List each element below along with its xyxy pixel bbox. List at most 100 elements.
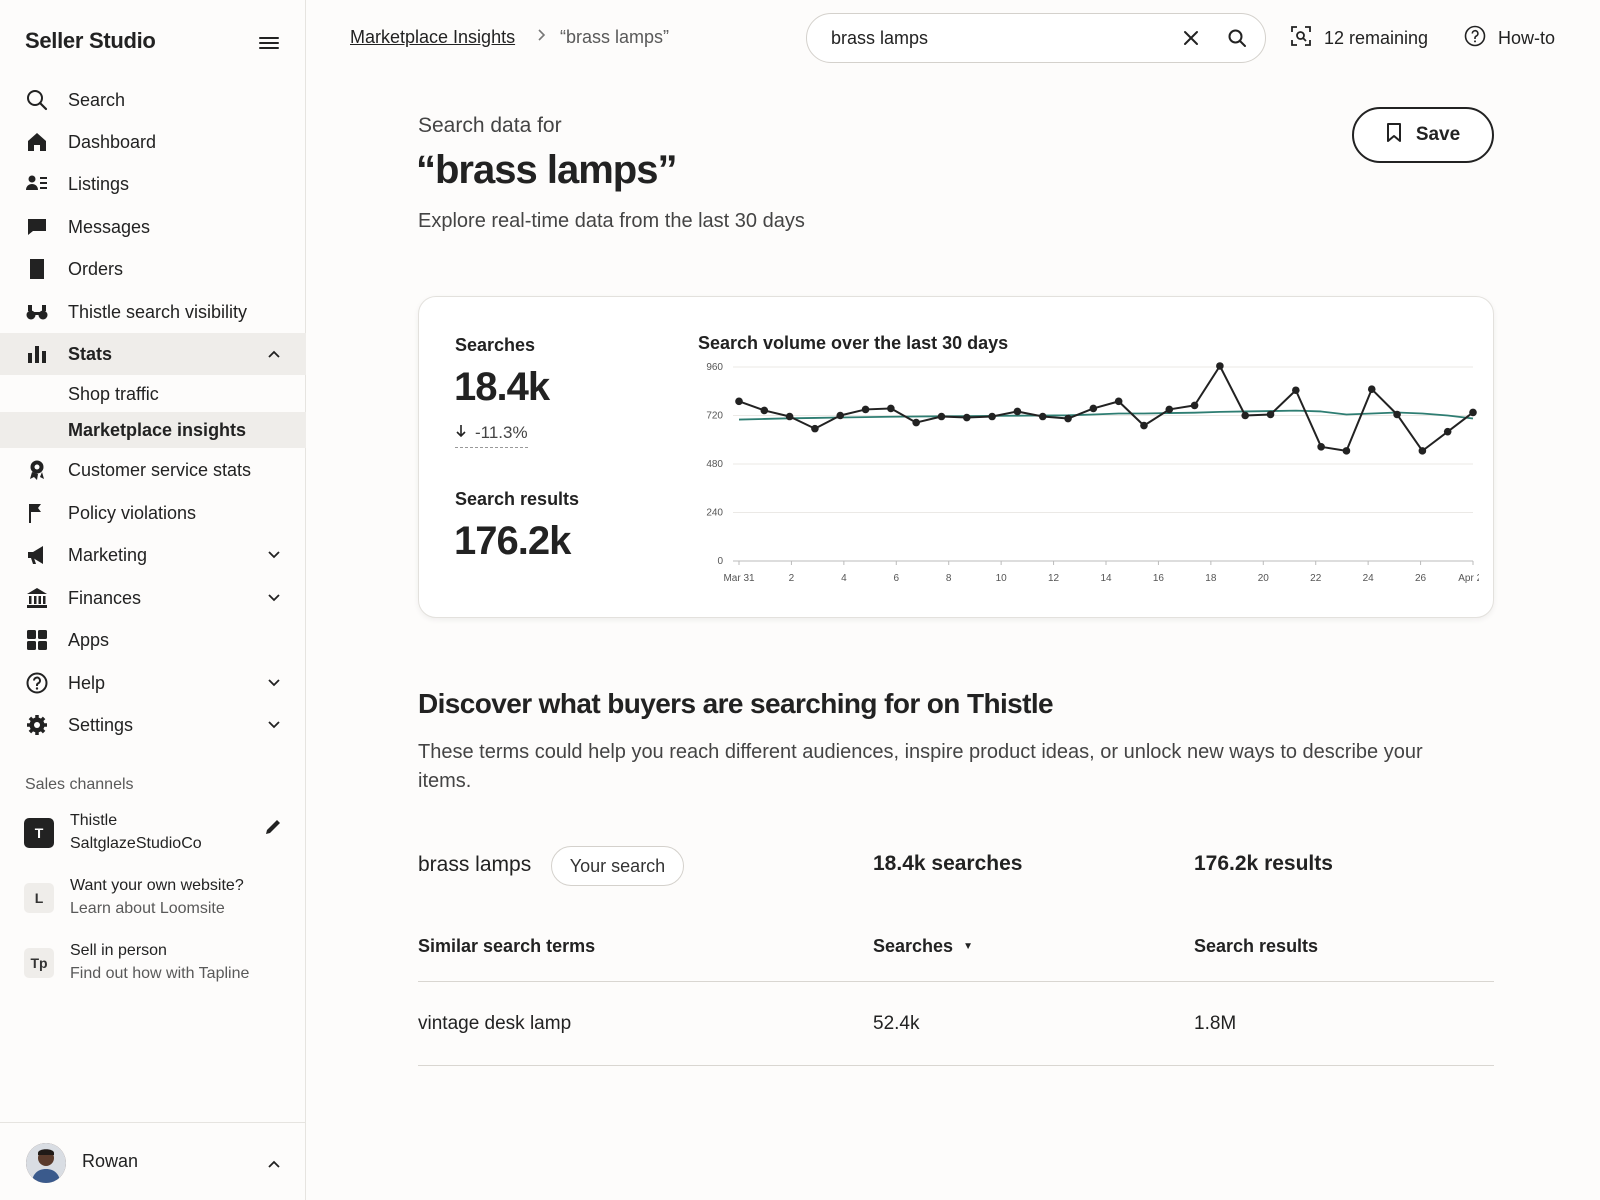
x-tick-label: Apr 29 bbox=[1458, 573, 1479, 584]
data-point bbox=[1469, 408, 1477, 417]
flag-icon bbox=[26, 502, 48, 524]
help-circle-icon bbox=[1464, 25, 1486, 52]
page-title: “brass lamps” bbox=[416, 148, 677, 192]
bank-icon bbox=[26, 587, 48, 609]
sales-channels-heading: Sales channels bbox=[25, 776, 134, 793]
nav-label: Dashboard bbox=[68, 131, 157, 152]
data-point bbox=[785, 412, 794, 421]
nav-label: Apps bbox=[68, 629, 110, 650]
channel-loomsite[interactable]: L Want your own website? Learn about Loo… bbox=[24, 877, 294, 929]
discover-heading: Discover what buyers are searching for o… bbox=[418, 688, 1054, 719]
your-search-term: brass lamps bbox=[418, 853, 532, 876]
nav-label: Stats bbox=[68, 343, 113, 364]
channel-badge: L bbox=[24, 883, 54, 913]
channel-tapline[interactable]: Tp Sell in person Find out how with Tapl… bbox=[24, 942, 294, 994]
data-point bbox=[760, 406, 769, 415]
nav-apps[interactable]: Apps bbox=[0, 619, 306, 661]
chevron-down-icon bbox=[266, 590, 282, 606]
chevron-up-icon bbox=[266, 346, 282, 362]
data-point bbox=[861, 405, 870, 414]
nav-orders[interactable]: Orders bbox=[0, 248, 306, 290]
user-menu[interactable]: Rowan bbox=[0, 1122, 306, 1200]
bookmark-icon bbox=[1386, 122, 1402, 148]
nav-customer-service-stats[interactable]: Customer service stats bbox=[0, 449, 306, 491]
searches-delta[interactable]: -11.3% bbox=[455, 423, 528, 448]
search-bar bbox=[806, 13, 1266, 63]
data-point bbox=[962, 413, 971, 422]
chevron-down-icon bbox=[266, 717, 282, 733]
nav-settings[interactable]: Settings bbox=[0, 704, 306, 746]
y-tick-label: 960 bbox=[706, 362, 723, 373]
cell-searches: 52.4k bbox=[873, 1013, 920, 1034]
nav-messages[interactable]: Messages bbox=[0, 206, 306, 248]
hamburger-menu-icon[interactable] bbox=[254, 30, 284, 56]
nav-marketplace-insights[interactable]: Marketplace insights bbox=[0, 412, 306, 448]
nav-help[interactable]: Help bbox=[0, 662, 306, 704]
nav-policy-violations[interactable]: Policy violations bbox=[0, 492, 306, 534]
save-button[interactable]: Save bbox=[1352, 107, 1494, 163]
nav-label: Search bbox=[68, 89, 126, 110]
nav-listings[interactable]: Listings bbox=[0, 163, 306, 205]
searches-remaining[interactable]: 12 remaining bbox=[1290, 24, 1428, 52]
sidebar: Seller Studio Search Dashboard Listings … bbox=[0, 0, 306, 1200]
table-divider bbox=[418, 981, 1494, 982]
data-point bbox=[1140, 421, 1148, 430]
data-point bbox=[1266, 410, 1275, 419]
page-kicker: Search data for bbox=[418, 114, 562, 137]
data-point bbox=[1241, 411, 1250, 420]
nav-shop-traffic[interactable]: Shop traffic bbox=[0, 376, 306, 412]
x-tick-label: 10 bbox=[996, 573, 1008, 584]
x-tick-label: 12 bbox=[1048, 573, 1060, 584]
channel-title: Want your own website? bbox=[70, 877, 244, 894]
channel-badge: Tp bbox=[24, 948, 54, 978]
x-tick-label: 18 bbox=[1205, 573, 1217, 584]
nav-label: Policy violations bbox=[68, 502, 197, 523]
data-point bbox=[988, 412, 996, 421]
chevron-right-icon bbox=[534, 28, 548, 42]
search-icon bbox=[26, 89, 48, 111]
binoculars-icon bbox=[26, 301, 48, 323]
nav-sub-label: Shop traffic bbox=[68, 384, 159, 404]
orders-icon bbox=[26, 258, 48, 280]
home-icon bbox=[26, 131, 48, 153]
nav-dashboard[interactable]: Dashboard bbox=[0, 121, 306, 163]
nav-label: Marketing bbox=[68, 544, 148, 565]
user-name: Rowan bbox=[82, 1151, 139, 1171]
channel-title: Thistle bbox=[70, 812, 118, 829]
search-input[interactable] bbox=[831, 24, 1161, 52]
x-tick-label: 6 bbox=[894, 573, 900, 584]
nav-marketing[interactable]: Marketing bbox=[0, 534, 306, 576]
edit-pencil-icon[interactable] bbox=[264, 818, 282, 836]
channel-thistle[interactable]: T Thistle SaltglazeStudioCo bbox=[24, 812, 294, 864]
search-icon[interactable] bbox=[1227, 28, 1247, 48]
nav-search-visibility[interactable]: Thistle search visibility bbox=[0, 291, 306, 333]
searches-label: Searches bbox=[455, 335, 536, 355]
channel-badge: T bbox=[24, 818, 54, 848]
searches-value: 18.4k bbox=[454, 365, 550, 409]
close-icon[interactable] bbox=[1181, 28, 1201, 48]
how-to-link[interactable]: How-to bbox=[1464, 24, 1555, 52]
column-header-searches[interactable]: Searches ▼ bbox=[873, 936, 973, 957]
data-point bbox=[1013, 407, 1022, 416]
data-point bbox=[811, 424, 819, 433]
nav-label: Settings bbox=[68, 714, 134, 735]
nav-search[interactable]: Search bbox=[0, 79, 306, 121]
listings-icon bbox=[26, 173, 48, 195]
your-search-results: 176.2k results bbox=[1194, 852, 1333, 875]
nav-stats[interactable]: Stats bbox=[0, 333, 306, 375]
page-subtitle: Explore real-time data from the last 30 … bbox=[418, 210, 805, 232]
avatar bbox=[26, 1143, 66, 1183]
cell-results: 1.8M bbox=[1194, 1013, 1237, 1034]
how-to-label: How-to bbox=[1498, 27, 1556, 48]
x-tick-label: 24 bbox=[1363, 573, 1375, 584]
table-row[interactable]: vintage desk lamp 52.4k 1.8M bbox=[418, 982, 1494, 1066]
app-brand: Seller Studio bbox=[25, 28, 156, 53]
award-icon bbox=[26, 459, 48, 481]
breadcrumb-marketplace-insights[interactable]: Marketplace Insights bbox=[350, 27, 516, 47]
save-label: Save bbox=[1415, 124, 1461, 145]
series-line-searches bbox=[738, 364, 1474, 452]
column-header-terms: Similar search terms bbox=[418, 936, 596, 956]
nav-finances[interactable]: Finances bbox=[0, 577, 306, 619]
remaining-label: 12 remaining bbox=[1324, 27, 1429, 48]
